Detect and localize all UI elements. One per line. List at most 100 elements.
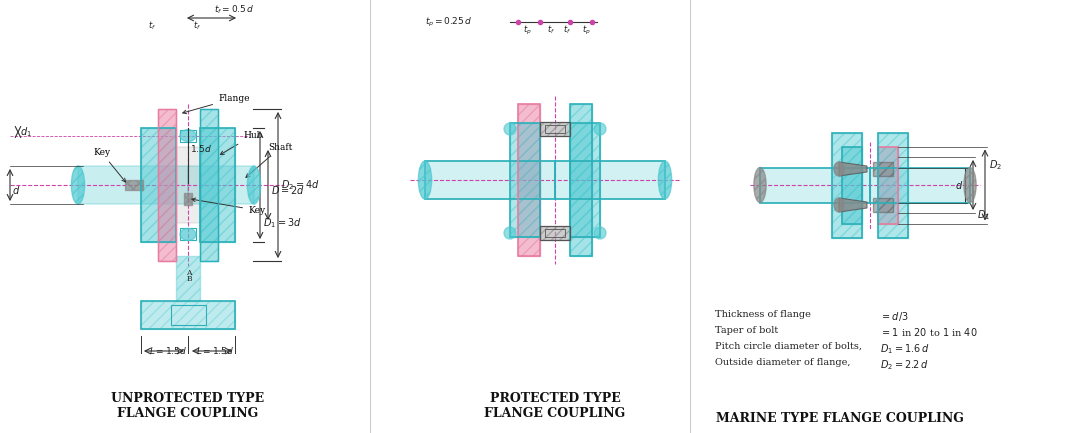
Ellipse shape <box>71 166 85 204</box>
Bar <box>180 228 196 240</box>
Ellipse shape <box>964 168 976 203</box>
Text: PROTECTED TYPE
FLANGE COUPLING: PROTECTED TYPE FLANGE COUPLING <box>485 392 626 420</box>
Ellipse shape <box>658 161 672 199</box>
Text: $t_f = 0.5\,d$: $t_f = 0.5\,d$ <box>214 4 254 16</box>
Bar <box>873 198 893 212</box>
Bar <box>158 109 176 261</box>
Bar <box>518 104 540 256</box>
Text: Hub: Hub <box>221 131 263 155</box>
Ellipse shape <box>180 228 196 240</box>
Ellipse shape <box>180 129 196 142</box>
Bar <box>180 129 196 142</box>
Bar <box>540 122 570 136</box>
Text: Outside diameter of flange,: Outside diameter of flange, <box>715 358 851 367</box>
Bar <box>176 256 200 301</box>
Text: $t_p$: $t_p$ <box>582 23 591 36</box>
Bar <box>545 125 565 133</box>
Text: UNPROTECTED TYPE
FLANGE COUPLING: UNPROTECTED TYPE FLANGE COUPLING <box>111 392 265 420</box>
Bar <box>141 128 176 242</box>
Ellipse shape <box>504 123 516 135</box>
Ellipse shape <box>595 123 606 135</box>
Bar <box>141 301 235 329</box>
Polygon shape <box>839 162 867 176</box>
Text: $t_f$: $t_f$ <box>547 24 555 36</box>
Text: $D_2$: $D_2$ <box>989 158 1002 172</box>
Text: Thickness of flange: Thickness of flange <box>715 310 811 319</box>
Text: $t_f$: $t_f$ <box>148 20 156 32</box>
Bar <box>200 109 218 261</box>
Bar <box>570 123 600 237</box>
Bar <box>833 132 862 237</box>
Bar <box>141 301 235 329</box>
Bar <box>425 161 555 199</box>
Bar <box>200 128 235 242</box>
Text: $D_1 = 1.6\,d$: $D_1 = 1.6\,d$ <box>880 342 929 356</box>
Text: $t_p = 0.25\,d$: $t_p = 0.25\,d$ <box>425 16 473 29</box>
Bar <box>878 146 898 223</box>
Text: $1.5d$: $1.5d$ <box>190 143 212 154</box>
Ellipse shape <box>834 198 844 212</box>
Bar <box>873 162 893 176</box>
Bar <box>200 128 235 242</box>
Ellipse shape <box>504 227 516 239</box>
Text: B: B <box>186 275 192 283</box>
Bar <box>188 166 254 204</box>
Bar <box>870 168 970 203</box>
Bar <box>842 146 862 223</box>
Bar <box>425 161 555 199</box>
Bar <box>570 104 592 256</box>
Text: A: A <box>186 269 192 277</box>
Text: Shaft: Shaft <box>246 143 292 178</box>
Ellipse shape <box>248 166 261 204</box>
Text: $L = 1.5d$: $L = 1.5d$ <box>149 345 187 355</box>
Bar <box>141 128 176 242</box>
Text: $D_1 = 3d$: $D_1 = 3d$ <box>263 216 302 230</box>
Text: $L = 1.5d$: $L = 1.5d$ <box>196 345 234 355</box>
Bar <box>540 122 570 136</box>
Text: Key: Key <box>93 148 126 182</box>
Bar <box>545 229 565 237</box>
Text: $d_1$: $d_1$ <box>20 125 32 139</box>
Text: Key: Key <box>192 198 265 215</box>
Ellipse shape <box>418 161 432 199</box>
Bar <box>878 146 898 223</box>
Bar <box>760 168 870 203</box>
Bar <box>540 226 570 240</box>
Text: Taper of bolt: Taper of bolt <box>715 326 779 335</box>
Bar <box>760 168 870 203</box>
Text: MARINE TYPE FLANGE COUPLING: MARINE TYPE FLANGE COUPLING <box>716 412 964 425</box>
Text: $= 1$ in $20$ to $1$ in $40$: $= 1$ in $20$ to $1$ in $40$ <box>880 326 978 338</box>
Bar <box>540 226 570 240</box>
Polygon shape <box>839 198 867 212</box>
Bar <box>518 104 540 256</box>
Text: $D_1$: $D_1$ <box>977 208 990 222</box>
Bar <box>555 161 665 199</box>
Bar <box>870 168 970 203</box>
Bar <box>510 123 540 237</box>
Ellipse shape <box>834 162 844 176</box>
Bar <box>570 123 600 237</box>
Text: $t_p$: $t_p$ <box>523 23 532 36</box>
Text: Pitch circle diameter of bolts,: Pitch circle diameter of bolts, <box>715 342 862 351</box>
Text: $t_f$: $t_f$ <box>193 20 201 32</box>
Text: $t_f$: $t_f$ <box>563 24 571 36</box>
Bar <box>555 161 665 199</box>
Bar <box>878 132 908 237</box>
Bar <box>125 180 143 190</box>
Bar <box>878 132 908 237</box>
Bar <box>158 109 176 261</box>
Text: Flange: Flange <box>183 94 250 114</box>
Bar <box>176 147 200 223</box>
Bar <box>510 123 540 237</box>
Bar <box>570 104 592 256</box>
Bar <box>842 146 862 223</box>
Bar <box>833 132 862 237</box>
Bar <box>171 305 206 325</box>
Text: $D = 2d$: $D = 2d$ <box>271 184 305 196</box>
Ellipse shape <box>595 227 606 239</box>
Text: $D_2 = 2.2\,d$: $D_2 = 2.2\,d$ <box>880 358 929 372</box>
Text: $d$: $d$ <box>12 184 20 196</box>
Bar <box>184 193 192 205</box>
Ellipse shape <box>754 168 766 203</box>
Bar <box>200 109 218 261</box>
